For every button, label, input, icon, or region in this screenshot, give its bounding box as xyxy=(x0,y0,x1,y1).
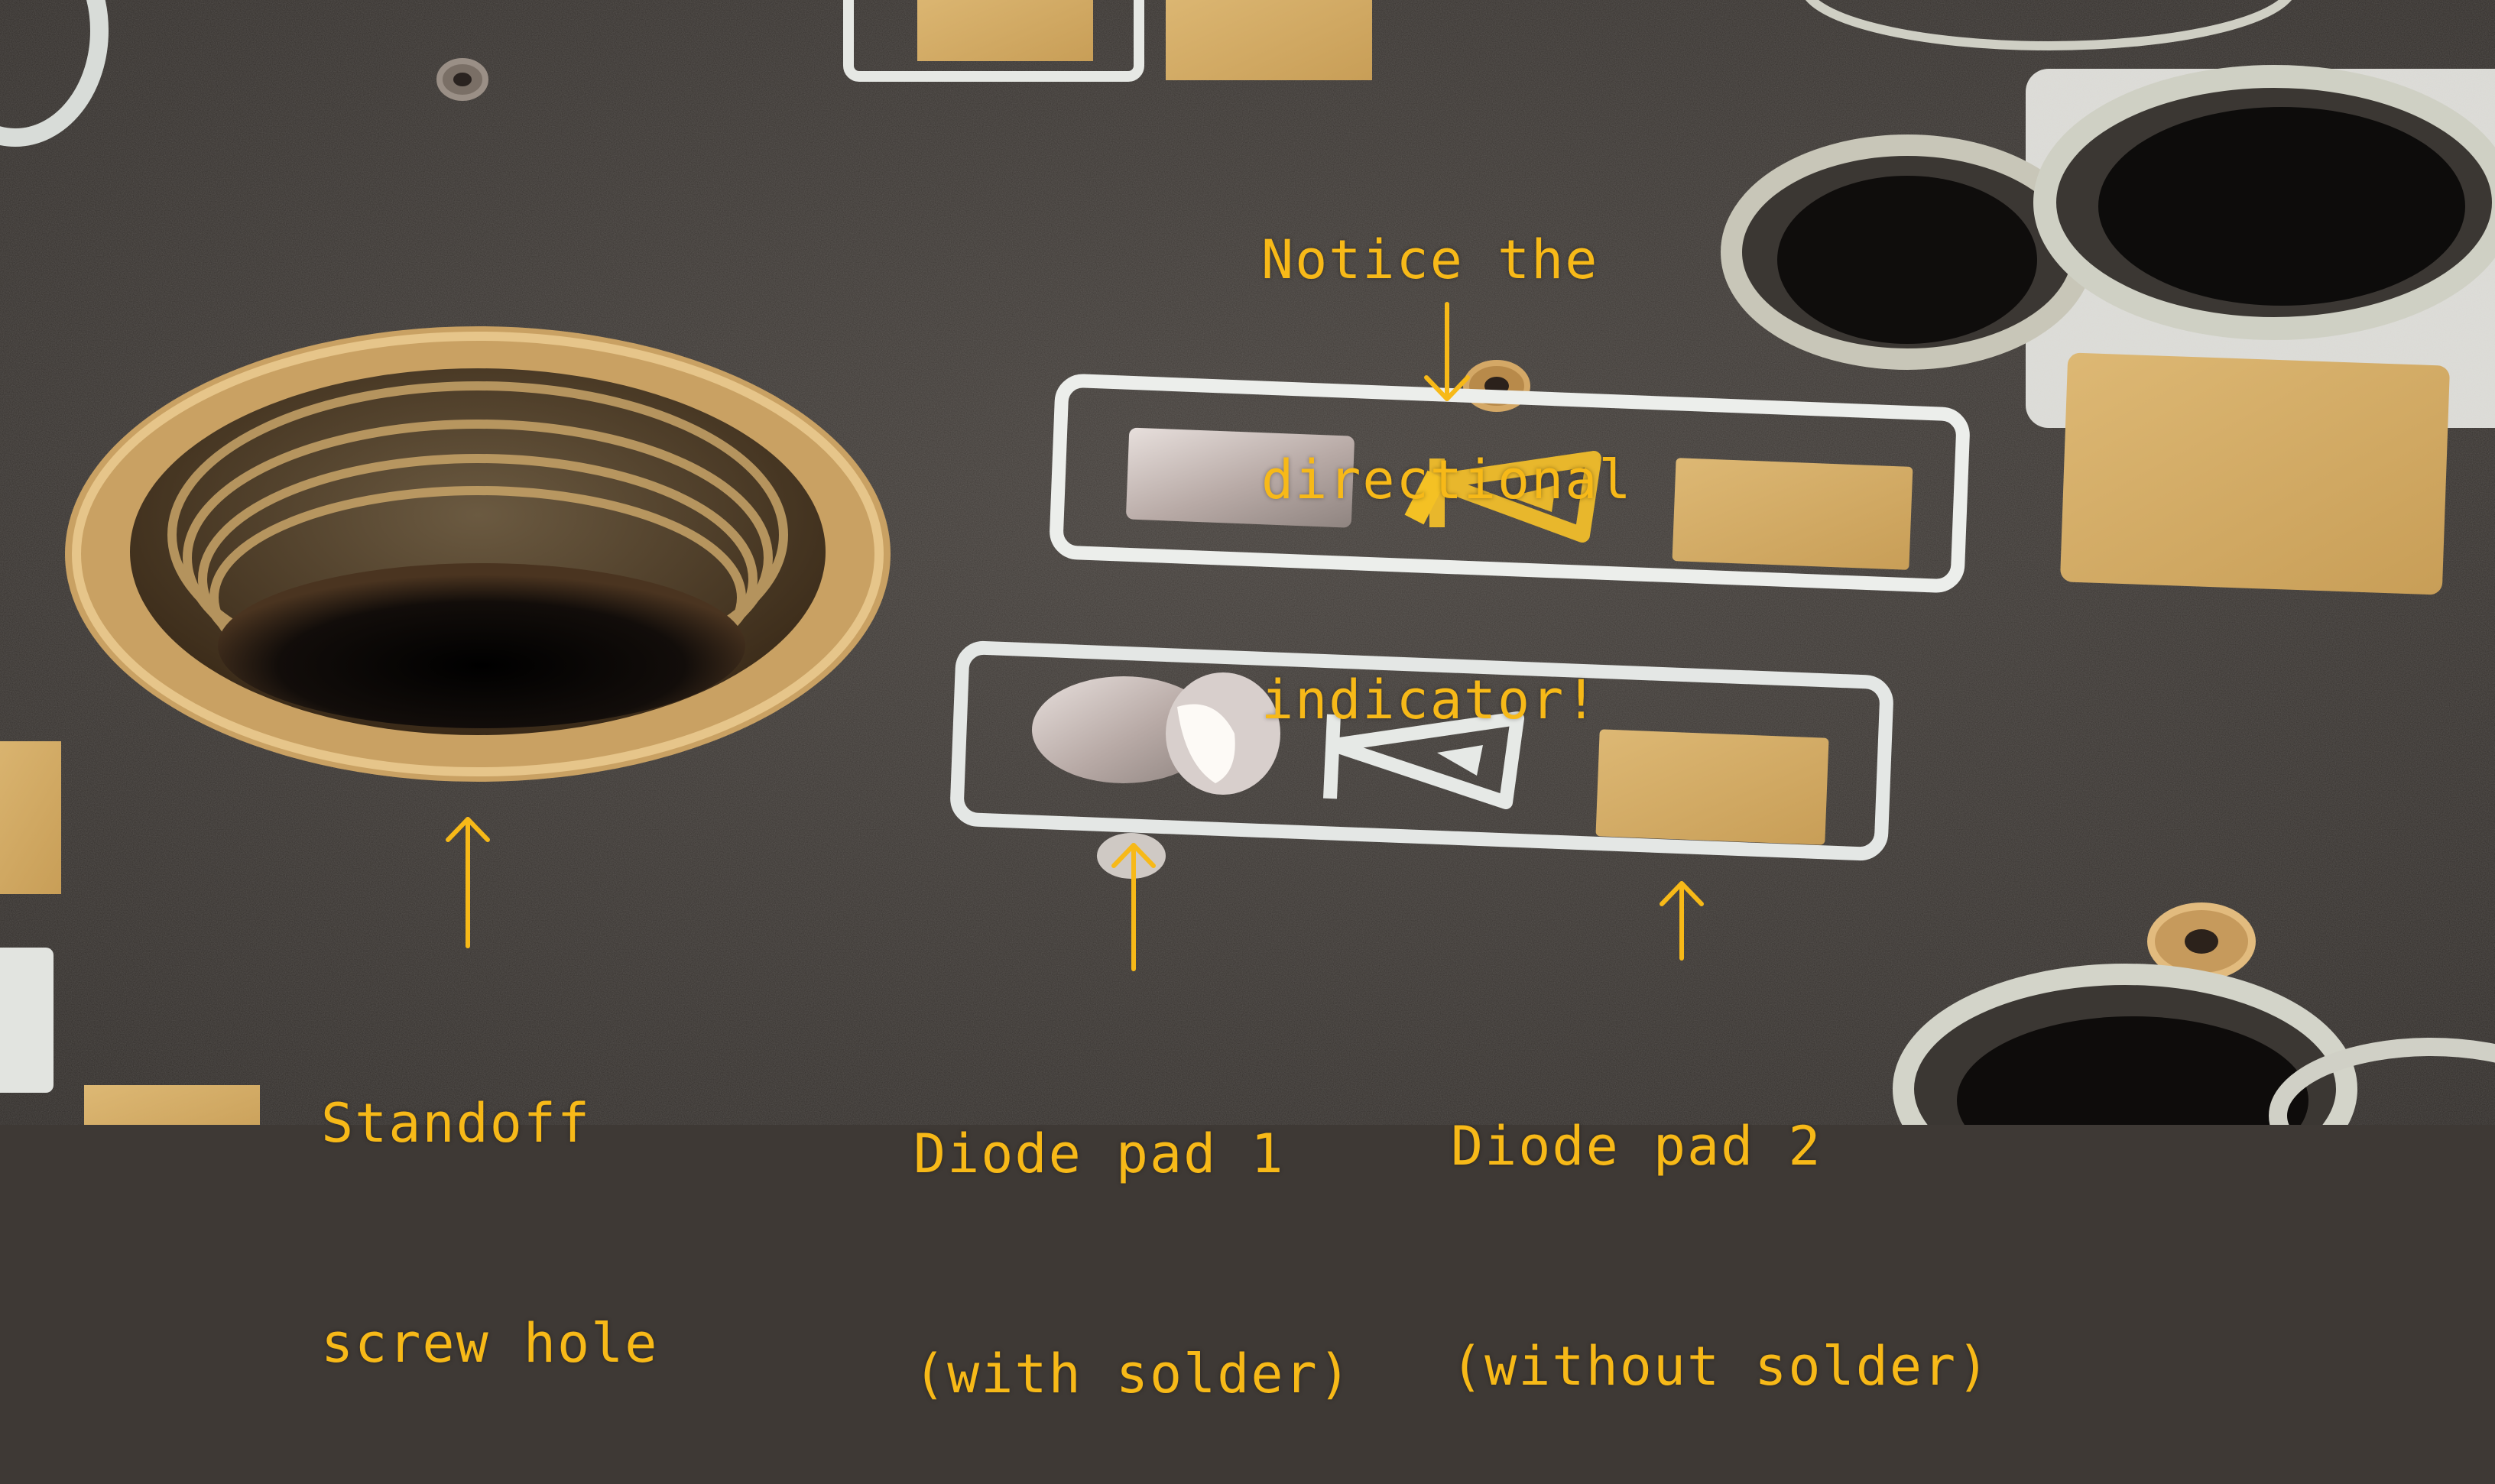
left-edge-pads xyxy=(0,741,260,1125)
label-standoff-line-2: screw hole xyxy=(321,1312,659,1375)
top-pads xyxy=(0,0,2292,147)
label-diode-pad-2: Diode pad 2 (without solder) xyxy=(1451,963,1990,1476)
arrow-pad1 xyxy=(1111,843,1156,971)
label-notice-line-1: Notice the xyxy=(1261,228,1599,291)
arrow-standoff xyxy=(446,817,490,948)
pcb-photo xyxy=(0,0,2495,1125)
arrow-pad2 xyxy=(1660,881,1704,961)
diode-footprint-top xyxy=(1050,374,1970,593)
arrow-notice xyxy=(1424,302,1470,401)
standoff-screw-hole xyxy=(65,326,891,782)
label-notice-directional-indicator: Notice the directional indicator! xyxy=(1261,76,1633,810)
label-pad1-line-2: (with solder) xyxy=(913,1343,1352,1405)
label-pad2-line-2: (without solder) xyxy=(1451,1335,1991,1398)
label-pad1-line-1: Diode pad 1 xyxy=(913,1123,1285,1185)
label-diode-pad-1: Diode pad 1 (with solder) xyxy=(913,970,1352,1484)
annotation-arrows xyxy=(446,302,1704,971)
label-notice-line-3: indicator! xyxy=(1261,669,1599,731)
label-standoff-line-1: Standoff xyxy=(321,1092,592,1155)
label-standoff-screw-hole: Standoff screw hole xyxy=(321,940,658,1453)
right-holes xyxy=(1721,65,2495,1125)
diode-footprint-bottom xyxy=(950,640,1893,879)
label-notice-line-2: directional xyxy=(1261,449,1633,511)
label-pad2-line-1: Diode pad 2 xyxy=(1451,1115,1822,1178)
